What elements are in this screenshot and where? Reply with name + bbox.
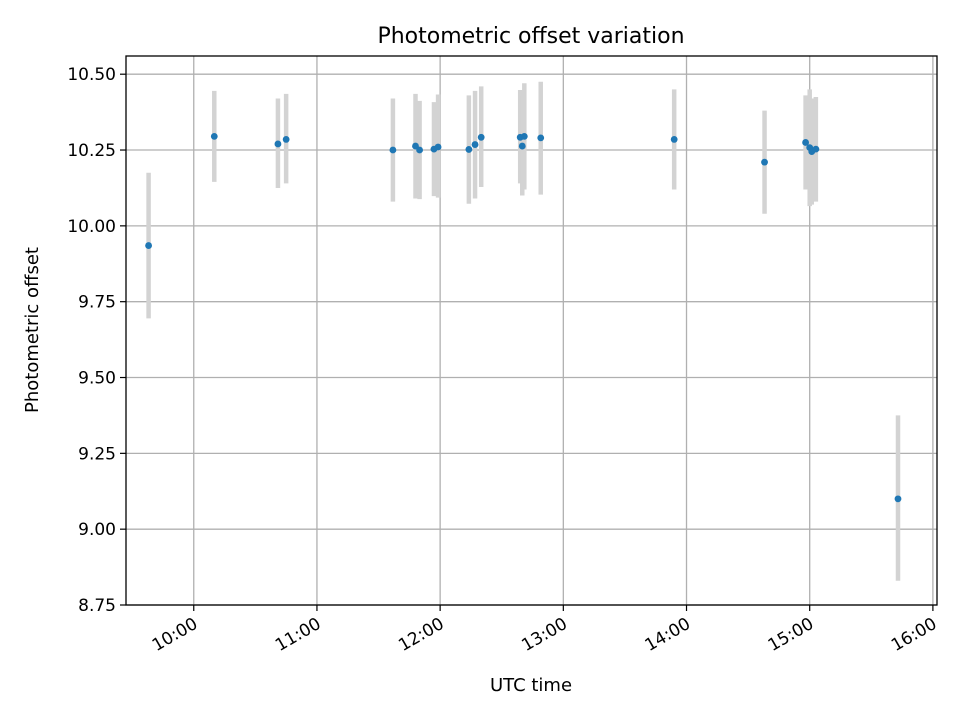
y-tick-label: 9.25 — [78, 444, 116, 464]
error-bars — [146, 81, 901, 581]
y-axis-label: Photometric offset — [22, 247, 43, 413]
data-point — [465, 146, 473, 153]
data-point — [282, 136, 290, 143]
x-axis-ticks: 10:00 11:00 12:00 13:00 14:00 15:00 16:00 — [149, 605, 940, 656]
x-axis-label: UTC time — [490, 675, 572, 696]
y-tick-label: 8.75 — [78, 596, 116, 616]
data-point — [389, 146, 397, 154]
data-point — [894, 495, 902, 503]
y-tick-label: 9.00 — [78, 520, 116, 540]
data-points — [145, 132, 902, 503]
data-point — [520, 132, 528, 140]
y-tick-label: 9.50 — [78, 369, 116, 389]
x-tick-label: 11:00 — [272, 614, 324, 656]
x-tick-label: 14:00 — [642, 614, 694, 656]
data-point — [670, 136, 678, 143]
data-point — [518, 142, 526, 150]
data-point — [802, 139, 809, 146]
y-tick-label: 10.25 — [67, 141, 116, 161]
data-point — [812, 145, 820, 153]
y-tick-label: 9.75 — [78, 293, 116, 313]
data-point — [274, 140, 282, 148]
data-point — [434, 143, 442, 151]
x-tick-label: 10:00 — [149, 614, 201, 656]
data-point — [761, 158, 768, 166]
x-tick-label: 13:00 — [518, 614, 570, 656]
data-point — [537, 134, 545, 142]
y-axis-ticks: 8.75 9.00 9.25 9.50 9.75 10.00 10.25 10.50 — [67, 65, 126, 616]
data-point — [471, 141, 479, 148]
y-tick-label: 10.50 — [67, 65, 116, 85]
data-point — [145, 242, 152, 249]
data-point — [416, 146, 424, 154]
data-point — [210, 132, 218, 140]
y-tick-label: 10.00 — [67, 217, 116, 237]
x-tick-label: 16:00 — [888, 614, 940, 656]
data-point — [477, 133, 485, 141]
x-tick-label: 12:00 — [395, 614, 447, 656]
x-tick-label: 15:00 — [765, 614, 817, 656]
chart-title: Photometric offset variation — [377, 24, 684, 49]
plot-frame — [125, 55, 938, 606]
